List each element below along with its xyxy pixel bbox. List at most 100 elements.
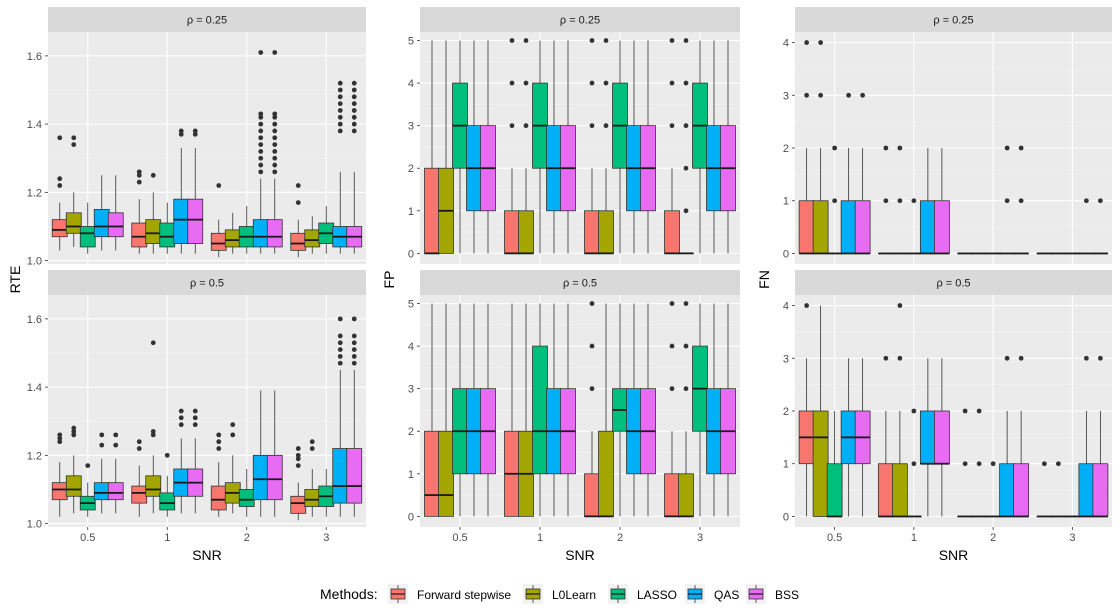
x-tick-label: 0.5	[452, 532, 467, 544]
outlier-point	[337, 354, 343, 359]
y-tick-label: 4	[408, 78, 414, 90]
y-tick-label: 2	[408, 163, 414, 175]
x-axis-title: SNR	[192, 547, 222, 563]
outlier-point	[258, 149, 264, 154]
outlier-point	[589, 386, 595, 392]
box-lasso	[79, 202, 96, 254]
x-tick-label: 1	[537, 532, 543, 544]
box-l0learn	[518, 38, 534, 255]
y-tick-label: 4	[408, 341, 414, 353]
box-lasso	[318, 206, 335, 254]
box-l0learn	[598, 38, 614, 255]
box-body	[210, 232, 227, 251]
box-forward-stepwise	[664, 38, 680, 255]
outlier-point	[272, 114, 278, 120]
outlier-point	[295, 452, 301, 458]
box-body	[584, 473, 600, 517]
outlier-point	[178, 408, 184, 414]
outlier-point	[192, 415, 198, 421]
facet-strip	[420, 7, 740, 32]
outlier-point	[136, 172, 142, 178]
outlier-point	[509, 123, 515, 129]
outlier-point	[589, 80, 595, 86]
box-body	[107, 212, 124, 238]
facet-strip-label: ρ = 0.25	[187, 15, 227, 27]
box-bss	[720, 303, 736, 517]
box-qas	[626, 40, 642, 254]
y-tick-label: 1.4	[27, 382, 42, 394]
outlier-point	[1018, 355, 1024, 361]
box-body	[131, 222, 148, 248]
y-tick-label: 1	[408, 469, 414, 481]
box-body	[840, 200, 857, 254]
outlier-point	[976, 408, 982, 414]
outlier-point	[897, 303, 903, 308]
box-l0learn	[304, 216, 321, 254]
box-bss	[560, 40, 576, 254]
y-tick-label: 0	[408, 511, 414, 523]
box-body	[290, 232, 307, 251]
box-qas	[173, 408, 190, 514]
box-body	[346, 448, 363, 504]
outlier-point	[589, 123, 595, 129]
outlier-point	[1041, 461, 1047, 467]
box-body	[224, 229, 241, 248]
outlier-point	[295, 446, 301, 451]
box-body	[304, 229, 321, 248]
box-lasso	[238, 206, 255, 254]
outlier-point	[603, 80, 609, 86]
box-l0learn	[971, 408, 988, 518]
box-qas	[919, 148, 936, 255]
box-body	[424, 167, 440, 254]
outlier-point	[683, 165, 689, 171]
box-body	[812, 410, 829, 517]
outlier-point	[258, 114, 264, 120]
outlier-point	[683, 80, 689, 86]
box-lasso	[159, 452, 176, 517]
outlier-point	[337, 347, 343, 352]
y-tick-label: 5	[408, 36, 414, 48]
outlier-point	[897, 198, 903, 204]
x-tick-label: 0.5	[80, 532, 95, 544]
box-l0learn	[812, 40, 829, 255]
box-l0learn	[518, 303, 534, 517]
outlier-point	[337, 128, 343, 134]
box-body	[933, 200, 950, 254]
outlier-point	[309, 446, 315, 451]
outlier-point	[272, 149, 278, 154]
legend-label: L0Learn	[552, 588, 596, 602]
outlier-point	[1097, 355, 1103, 361]
x-axis-title: SNR	[939, 547, 969, 563]
outlier-point	[295, 463, 301, 468]
outlier-point	[258, 128, 264, 134]
outlier-point	[883, 198, 889, 204]
box-bss	[933, 358, 950, 517]
outlier-point	[192, 408, 198, 414]
outlier-point	[337, 87, 343, 93]
y-tick-label: 0	[783, 248, 789, 260]
outlier-point	[192, 422, 198, 428]
box-body	[290, 495, 307, 514]
outlier-point	[683, 38, 689, 43]
outlier-point	[669, 80, 675, 86]
box-body	[65, 212, 82, 234]
outlier-point	[976, 461, 982, 467]
box-body	[131, 485, 148, 504]
box-body	[518, 210, 534, 254]
outlier-point	[57, 435, 63, 441]
outlier-point	[272, 162, 278, 168]
box-l0learn	[145, 340, 162, 514]
outlier-point	[295, 200, 301, 205]
outlier-point	[509, 80, 515, 86]
outlier-point	[136, 179, 142, 185]
outlier-point	[860, 92, 866, 98]
facet-strip	[795, 7, 1112, 32]
y-tick-label: 1	[783, 459, 789, 471]
box-body	[678, 473, 694, 517]
box-forward-stepwise	[664, 301, 680, 518]
box-body	[107, 482, 124, 501]
box-forward-stepwise	[877, 355, 894, 518]
outlier-point	[351, 128, 357, 134]
outlier-point	[337, 80, 343, 86]
outlier-point	[258, 162, 264, 168]
